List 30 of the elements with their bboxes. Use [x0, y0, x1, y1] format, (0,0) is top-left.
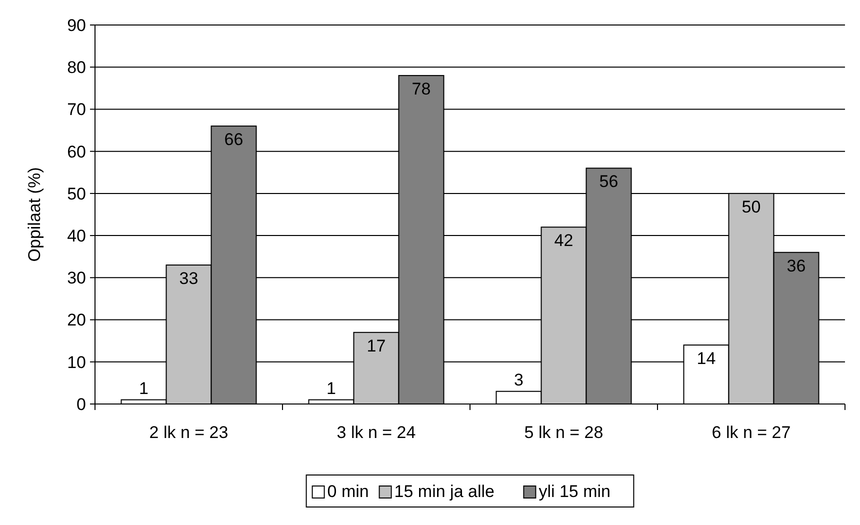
data-label: 78 — [412, 80, 431, 99]
x-tick-label: 6 lk n = 27 — [712, 423, 791, 442]
y-tick-label: 90 — [67, 16, 86, 35]
x-tick-label: 3 lk n = 24 — [336, 423, 416, 442]
data-label: 66 — [224, 130, 244, 150]
y-tick-label: 30 — [67, 268, 86, 288]
y-tick-label: 0 — [76, 394, 86, 414]
y-tick-label: 50 — [67, 184, 86, 204]
y-axis-title: Oppilaat (%) — [25, 167, 44, 262]
data-label: 42 — [554, 231, 574, 250]
y-tick-label: 10 — [67, 352, 86, 372]
data-label: 17 — [366, 336, 386, 356]
y-tick-label: 20 — [67, 310, 86, 330]
y-tick-label: 80 — [67, 58, 86, 78]
data-label: 3 — [514, 370, 524, 390]
data-label: 33 — [179, 269, 198, 288]
x-tick-label: 2 lk n = 23 — [149, 423, 228, 442]
data-label: 14 — [696, 349, 716, 368]
y-tick-label: 60 — [67, 142, 86, 162]
x-tick-label: 5 lk n = 28 — [524, 423, 604, 442]
data-label: 56 — [599, 172, 618, 192]
data-label: 36 — [786, 256, 806, 276]
data-label: 50 — [742, 197, 761, 216]
legend-label: 15 min ja alle — [394, 482, 494, 501]
data-label: 1 — [139, 378, 148, 398]
y-tick-label: 70 — [67, 100, 86, 120]
y-tick-label: 40 — [67, 226, 86, 246]
data-label: 1 — [326, 378, 336, 398]
legend-label: 0 min — [327, 482, 369, 501]
legend-label: yli 15 min — [538, 482, 611, 501]
